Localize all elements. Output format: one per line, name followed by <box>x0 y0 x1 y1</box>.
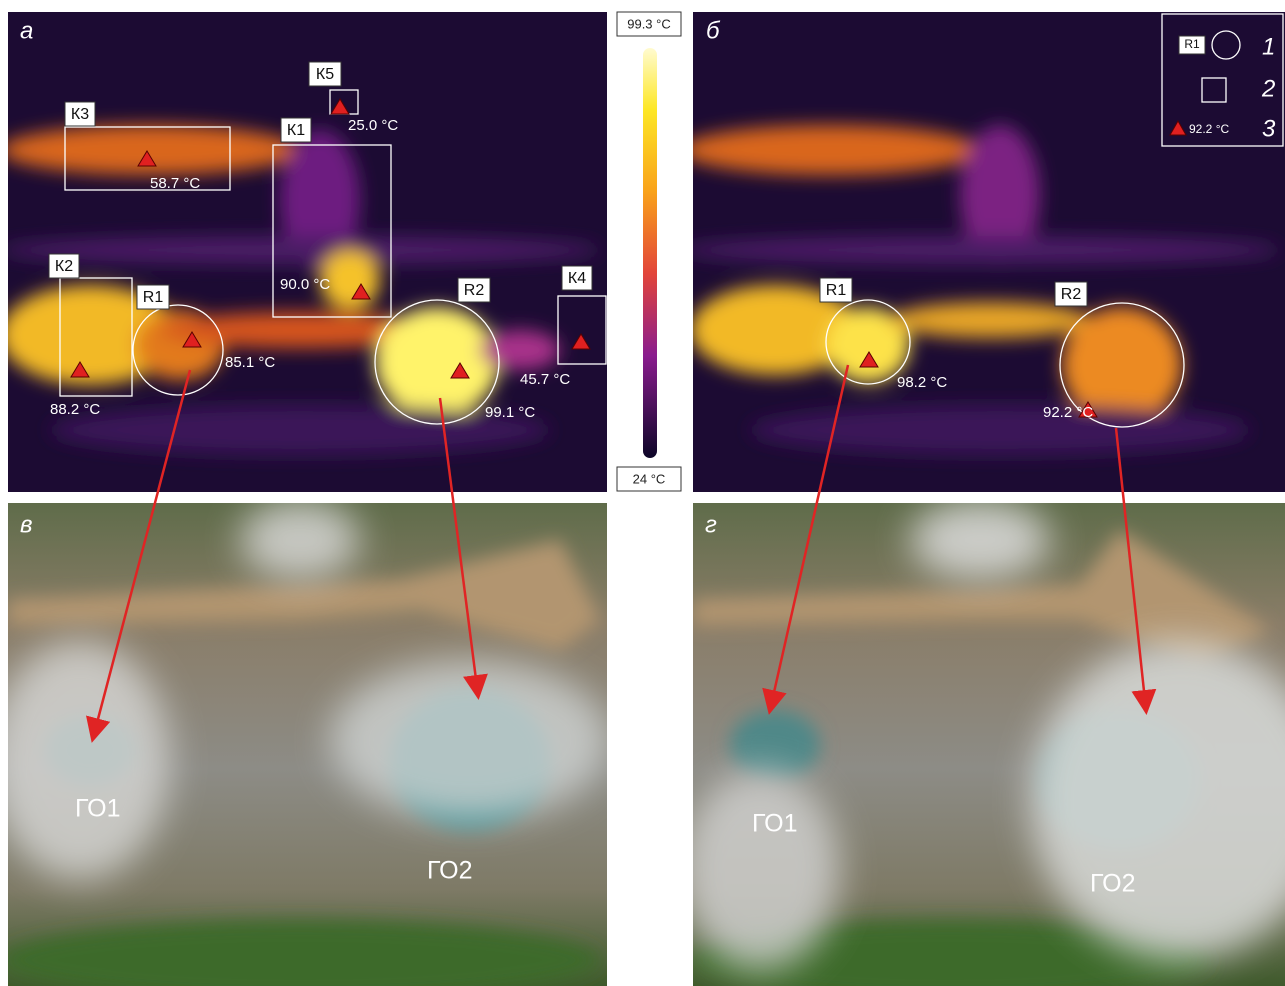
legend-number: 1 <box>1262 33 1275 60</box>
temperature: 45.7 °C <box>520 371 570 388</box>
panel-label: в <box>20 511 33 538</box>
thermal-image-b <box>680 12 1285 492</box>
colorbar-min: 24 °C <box>633 471 666 486</box>
temperature: 92.2 °C <box>1043 404 1093 421</box>
legend-number: 2 <box>1261 75 1275 102</box>
pool-name: R2 <box>1061 286 1082 303</box>
temperature: 98.2 °C <box>897 374 947 391</box>
pool-name: R1 <box>826 282 847 299</box>
colorbar: 99.3 °C 24 °C <box>617 12 681 491</box>
temperature: 99.1 °C <box>485 404 535 421</box>
photo-c <box>0 500 610 986</box>
pool-label: ГО1 <box>752 810 797 838</box>
panel-label: б <box>706 17 721 44</box>
zone-name: К4 <box>568 270 586 287</box>
pool-name: R1 <box>143 289 164 306</box>
temperature: 90.0 °C <box>280 276 330 293</box>
colorbar-gradient <box>643 48 657 458</box>
zone-name: К3 <box>71 106 89 123</box>
panel-label: г <box>705 511 717 538</box>
zone-name: К2 <box>55 258 73 275</box>
photo-d <box>680 500 1285 986</box>
zone-name: К1 <box>287 122 305 139</box>
panel-label: а <box>20 17 33 44</box>
pool-name: R2 <box>464 282 485 299</box>
temperature: 25.0 °C <box>348 117 398 134</box>
zone-name: К5 <box>316 66 334 83</box>
pool-label: ГО1 <box>75 795 120 823</box>
legend-number: 3 <box>1262 115 1276 142</box>
legend-key: 92.2 °C <box>1189 122 1229 136</box>
figure: а К3 58.7 °C К5 25.0 °C К1 90.0 °C К2 88… <box>0 0 1285 986</box>
legend-key: R1 <box>1184 37 1200 51</box>
pool-label: ГО2 <box>427 857 472 885</box>
temperature: 88.2 °C <box>50 401 100 418</box>
temperature: 58.7 °C <box>150 175 200 192</box>
temperature: 85.1 °C <box>225 354 275 371</box>
colorbar-max: 99.3 °C <box>627 16 671 31</box>
pool-label: ГО2 <box>1090 870 1135 898</box>
